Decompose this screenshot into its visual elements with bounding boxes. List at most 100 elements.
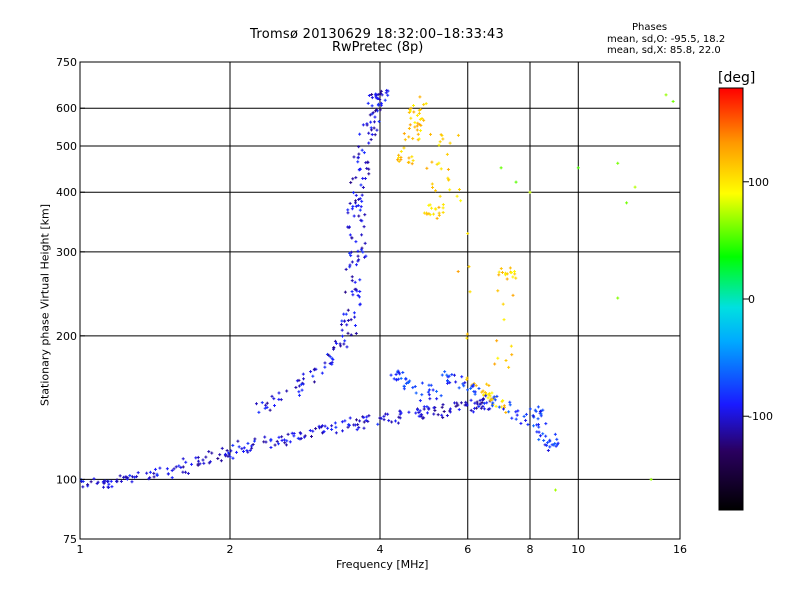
scatter-point bbox=[486, 407, 490, 411]
scatter-point bbox=[345, 323, 349, 327]
scatter-point bbox=[387, 419, 391, 423]
scatter-point bbox=[440, 405, 444, 409]
scatter-point bbox=[382, 418, 386, 422]
scatter-point bbox=[402, 132, 406, 136]
scatter-point bbox=[456, 403, 460, 407]
scatter-point bbox=[482, 401, 486, 405]
scatter-point bbox=[536, 405, 540, 409]
x-tick-label: 1 bbox=[77, 543, 84, 556]
scatter-point bbox=[457, 187, 461, 191]
scatter-point bbox=[482, 407, 486, 411]
scatter-point bbox=[346, 308, 350, 312]
scatter-point bbox=[359, 167, 363, 171]
scatter-point bbox=[89, 480, 93, 484]
scatter-point bbox=[370, 93, 374, 97]
scatter-point bbox=[435, 389, 439, 393]
scatter-point bbox=[367, 131, 371, 135]
scatter-point bbox=[505, 277, 509, 281]
scatter-point bbox=[323, 424, 327, 428]
scatter-point bbox=[343, 290, 347, 294]
scatter-point bbox=[294, 385, 298, 389]
scatter-point bbox=[501, 302, 505, 306]
scatter-point bbox=[410, 155, 414, 159]
x-tick-label: 16 bbox=[673, 543, 687, 556]
scatter-point bbox=[275, 439, 279, 443]
scatter-point bbox=[452, 373, 456, 377]
scatter-point bbox=[456, 270, 460, 274]
colorbar-tick-label: -100 bbox=[748, 410, 773, 423]
scatter-point bbox=[448, 141, 452, 145]
scatter-point bbox=[509, 344, 513, 348]
scatter-point bbox=[317, 424, 321, 428]
scatter-point bbox=[490, 404, 494, 408]
y-tick-label: 750 bbox=[56, 56, 77, 69]
scatter-point bbox=[420, 117, 424, 121]
scatter-point bbox=[136, 471, 140, 475]
scatter-point bbox=[406, 160, 410, 164]
scatter-point bbox=[383, 98, 387, 102]
scatter-point bbox=[364, 418, 368, 422]
grid-lines bbox=[80, 62, 680, 539]
scatter-point bbox=[375, 108, 379, 112]
scatter-point bbox=[107, 482, 111, 486]
scatter-point bbox=[147, 477, 151, 481]
scatter-point bbox=[462, 384, 466, 388]
scatter-point bbox=[279, 398, 283, 402]
scatter-point bbox=[350, 290, 354, 294]
scatter-point bbox=[502, 407, 506, 411]
scatter-point bbox=[265, 405, 269, 409]
scatter-point bbox=[425, 405, 429, 409]
scatter-point bbox=[441, 403, 445, 407]
scatter-point bbox=[122, 475, 126, 479]
scatter-point bbox=[359, 205, 363, 209]
scatter-point bbox=[430, 160, 434, 164]
scatter-point bbox=[492, 395, 496, 399]
scatter-point bbox=[349, 254, 353, 258]
scatter-point bbox=[263, 435, 267, 439]
scatter-point bbox=[378, 416, 382, 420]
scatter-point bbox=[526, 423, 530, 427]
scatter-point bbox=[367, 167, 371, 171]
stats-header: Phases bbox=[632, 22, 668, 33]
scatter-point bbox=[427, 406, 431, 410]
scatter-point bbox=[478, 398, 482, 402]
scatter-point bbox=[130, 475, 134, 479]
scatter-point bbox=[356, 249, 360, 253]
scatter-point bbox=[479, 406, 483, 410]
scatter-point bbox=[352, 423, 356, 427]
scatter-point bbox=[473, 401, 477, 405]
scatter-point bbox=[519, 421, 523, 425]
scatter-point bbox=[314, 427, 318, 431]
scatter-point bbox=[488, 394, 492, 398]
scatter-point bbox=[502, 318, 506, 322]
scatter-point bbox=[296, 436, 300, 440]
scatter-point bbox=[297, 384, 301, 388]
scatter-point bbox=[107, 485, 111, 489]
scatter-point bbox=[428, 213, 432, 217]
scatter-point bbox=[242, 446, 246, 450]
scatter-point bbox=[301, 372, 305, 376]
scatter-point bbox=[369, 138, 373, 142]
scatter-point bbox=[484, 394, 488, 398]
scatter-point bbox=[350, 236, 354, 240]
scatter-point bbox=[372, 126, 376, 130]
scatter-point bbox=[92, 477, 96, 481]
scatter-point bbox=[269, 446, 273, 450]
scatter-point bbox=[354, 418, 358, 422]
scatter-point bbox=[407, 126, 411, 130]
scatter-point bbox=[432, 212, 436, 216]
scatter-point bbox=[422, 118, 426, 122]
scatter-point bbox=[356, 259, 360, 263]
scatter-point bbox=[373, 115, 377, 119]
scatter-point bbox=[390, 420, 394, 424]
scatter-point bbox=[480, 400, 484, 404]
scatter-point bbox=[367, 172, 371, 176]
scatter-point bbox=[490, 391, 494, 395]
scatter-point bbox=[513, 269, 517, 273]
scatter-point bbox=[421, 416, 425, 420]
scatter-point bbox=[463, 381, 467, 385]
scatter-point bbox=[349, 318, 353, 322]
scatter-point bbox=[446, 167, 450, 171]
scatter-point bbox=[437, 143, 441, 147]
scatter-point bbox=[380, 93, 384, 97]
